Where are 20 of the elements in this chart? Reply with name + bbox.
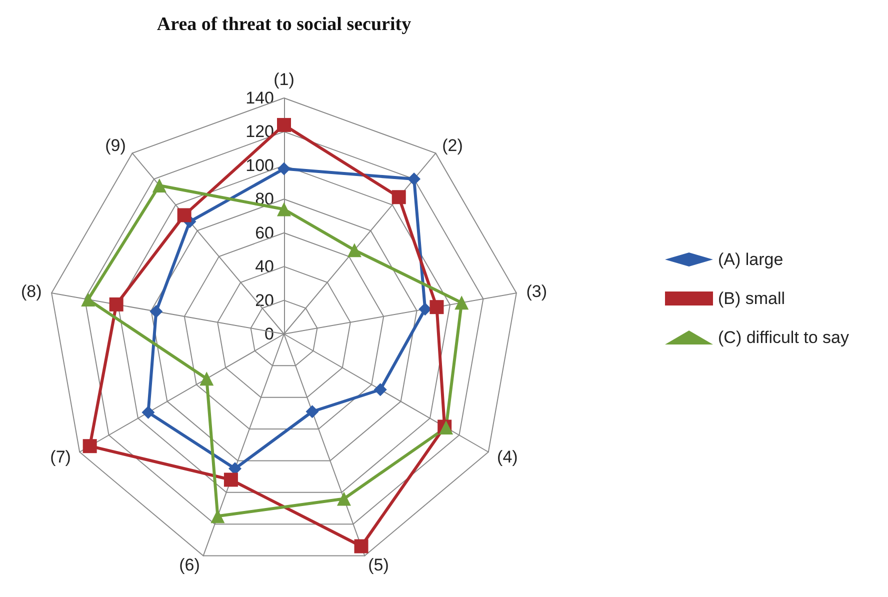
chart-title: Area of threat to social security (156, 14, 412, 35)
y-tick-label: 20 (255, 290, 274, 310)
spoke-label: (3) (526, 282, 548, 301)
y-tick-label: 100 (246, 156, 274, 175)
spoke-label: (7) (50, 448, 71, 466)
spoke-label: (2) (442, 136, 463, 156)
legend-label: (B) small (718, 289, 786, 308)
y-tick-label: 140 (246, 88, 274, 108)
y-tick-label: 60 (255, 223, 274, 242)
spoke-label: (6) (179, 556, 200, 575)
y-tick-label: 120 (246, 122, 274, 142)
legend-label: (A) large (718, 250, 784, 269)
spoke-label: (1) (274, 70, 294, 89)
y-tick-label: 0 (264, 324, 274, 344)
legend-label: (C) difficult to say (718, 328, 850, 347)
spoke-label: (8) (20, 282, 42, 301)
y-tick-label: 40 (255, 257, 274, 276)
spoke-label: (9) (105, 136, 126, 156)
spoke-label: (4) (497, 448, 518, 466)
spoke-label: (5) (368, 556, 389, 575)
